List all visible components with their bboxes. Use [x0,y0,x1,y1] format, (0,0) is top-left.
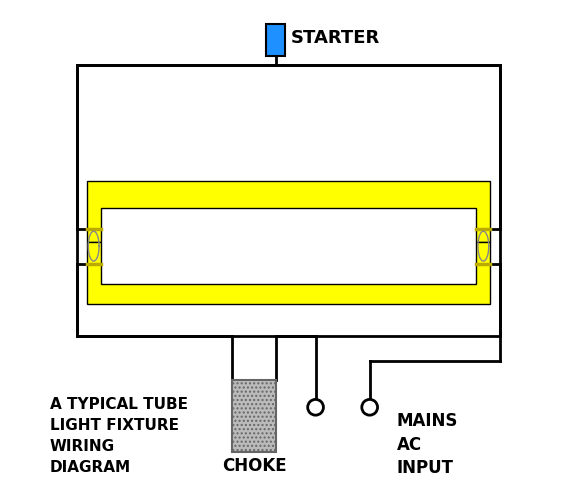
Bar [77,65,500,336]
Circle shape [362,399,377,415]
Bar [87,181,490,243]
Circle shape [308,399,324,415]
Text: STARTER: STARTER [291,29,380,47]
Bar [100,208,477,284]
Bar [87,243,490,304]
Text: A TYPICAL TUBE
LIGHT FIXTURE
WIRING
DIAGRAM: A TYPICAL TUBE LIGHT FIXTURE WIRING DIAG… [50,397,188,476]
Text: MAINS
AC
INPUT: MAINS AC INPUT [397,412,458,478]
Text: CHOKE: CHOKE [222,457,286,475]
Bar [232,380,276,452]
Bar [267,23,285,55]
